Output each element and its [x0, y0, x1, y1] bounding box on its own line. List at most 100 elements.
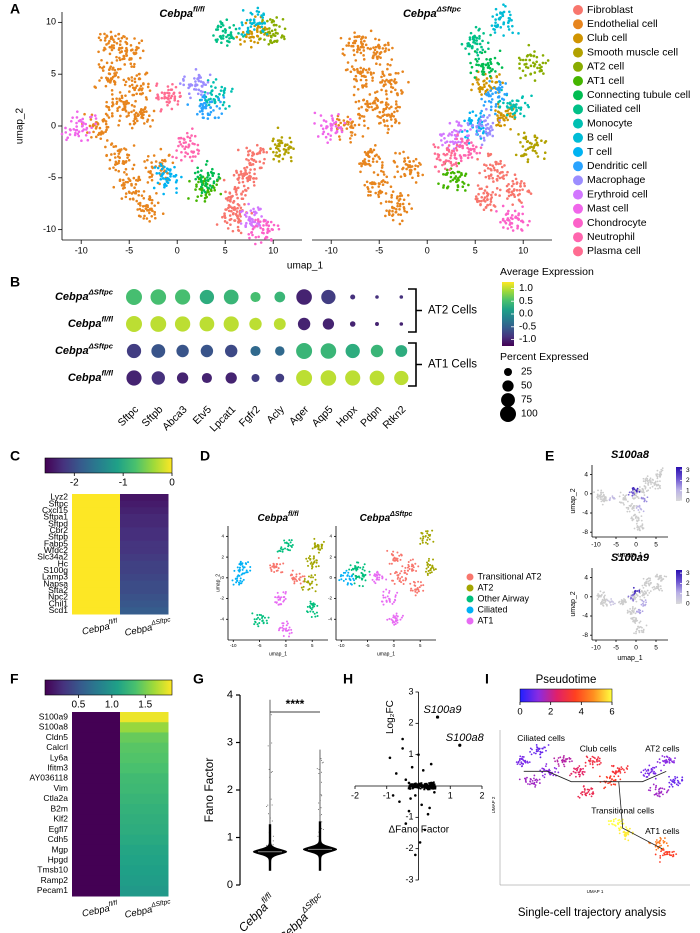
cell: [130, 79, 134, 82]
cell: [372, 148, 376, 152]
cell-cluster: [514, 131, 548, 164]
cell: [542, 72, 545, 75]
cell: [159, 177, 163, 181]
cell: [600, 600, 603, 603]
cell: [145, 120, 149, 123]
panel-label: D: [200, 448, 210, 464]
cell: [126, 156, 129, 159]
legend-marker: [573, 104, 583, 115]
cell: [507, 194, 511, 198]
cell: [536, 66, 539, 70]
cell: [245, 221, 248, 225]
cell: [301, 575, 304, 578]
cell: [178, 136, 182, 140]
cell: [460, 124, 463, 128]
cell: [262, 224, 265, 227]
cell: [410, 587, 413, 590]
gene-label: Napsa: [43, 578, 68, 588]
cell: [631, 594, 633, 597]
cell: [219, 100, 222, 104]
outlier: [267, 745, 269, 747]
cell: [480, 86, 484, 90]
dot: [199, 316, 215, 332]
cell: [299, 576, 302, 579]
cell: [133, 186, 136, 190]
gene-label: Cdh5: [48, 834, 69, 844]
colorbar-tick-label: 3: [686, 467, 690, 474]
cell-cluster: [289, 569, 306, 585]
cell: [454, 146, 458, 150]
cell: [202, 81, 205, 84]
cell: [611, 495, 614, 498]
cell: [356, 568, 359, 571]
cell: [519, 58, 522, 62]
cell: [389, 573, 392, 576]
cell: [660, 587, 662, 590]
cell: [638, 631, 641, 634]
genotype: Cebpa: [257, 513, 288, 524]
cell: [407, 165, 410, 169]
cell: [134, 117, 138, 120]
cell: [429, 572, 432, 575]
cell: [254, 236, 258, 239]
cell: [170, 94, 174, 98]
cell: [480, 195, 484, 199]
cell: [394, 619, 397, 622]
cell: [162, 192, 165, 196]
y-tick-label: -5: [48, 172, 56, 182]
cell: [455, 180, 459, 183]
cell: [120, 197, 124, 200]
cell: [307, 575, 310, 578]
cell: [635, 507, 638, 509]
cell: [180, 150, 183, 154]
cell: [478, 27, 481, 31]
cell: [186, 152, 189, 156]
cell: [286, 548, 289, 551]
cell-cluster: [490, 3, 520, 37]
cell: [249, 566, 252, 569]
cell: [504, 221, 508, 225]
cell: [422, 584, 425, 587]
cell: [453, 156, 457, 160]
legend-marker: [573, 175, 583, 186]
cell: [204, 104, 208, 108]
cell: [360, 572, 363, 575]
cell: [602, 604, 604, 607]
cell: [204, 163, 208, 166]
cell: [190, 134, 193, 137]
cell: [646, 475, 649, 478]
cell: [382, 590, 385, 593]
cell: [277, 598, 280, 601]
heatmap-cell: [72, 534, 121, 542]
cell: [411, 568, 414, 571]
cell: [511, 24, 514, 28]
legend-marker: [573, 33, 583, 44]
cell: [124, 192, 128, 195]
cell: [234, 190, 238, 194]
cell: [362, 115, 366, 118]
cell: [342, 119, 346, 122]
cell: [383, 50, 387, 53]
cell: [135, 84, 139, 88]
gene-label: Ctla2a: [43, 793, 68, 803]
cell: [227, 206, 230, 210]
cell: [99, 137, 103, 140]
cell: [235, 35, 239, 39]
cell: [396, 71, 400, 75]
cell-cluster: [474, 184, 501, 212]
cell: [633, 504, 636, 507]
cell: [377, 195, 381, 199]
cell: [385, 578, 388, 581]
cell: [256, 41, 260, 45]
cell: [96, 122, 100, 125]
cell: [263, 157, 266, 161]
heatmap-cell: [72, 742, 121, 754]
cell: [155, 192, 158, 195]
dense-band: [425, 782, 428, 785]
cell: [486, 203, 489, 207]
cell: [489, 86, 492, 89]
cell: [457, 121, 461, 125]
cell: [202, 101, 206, 105]
cell: [488, 58, 492, 62]
cell: [606, 599, 609, 602]
